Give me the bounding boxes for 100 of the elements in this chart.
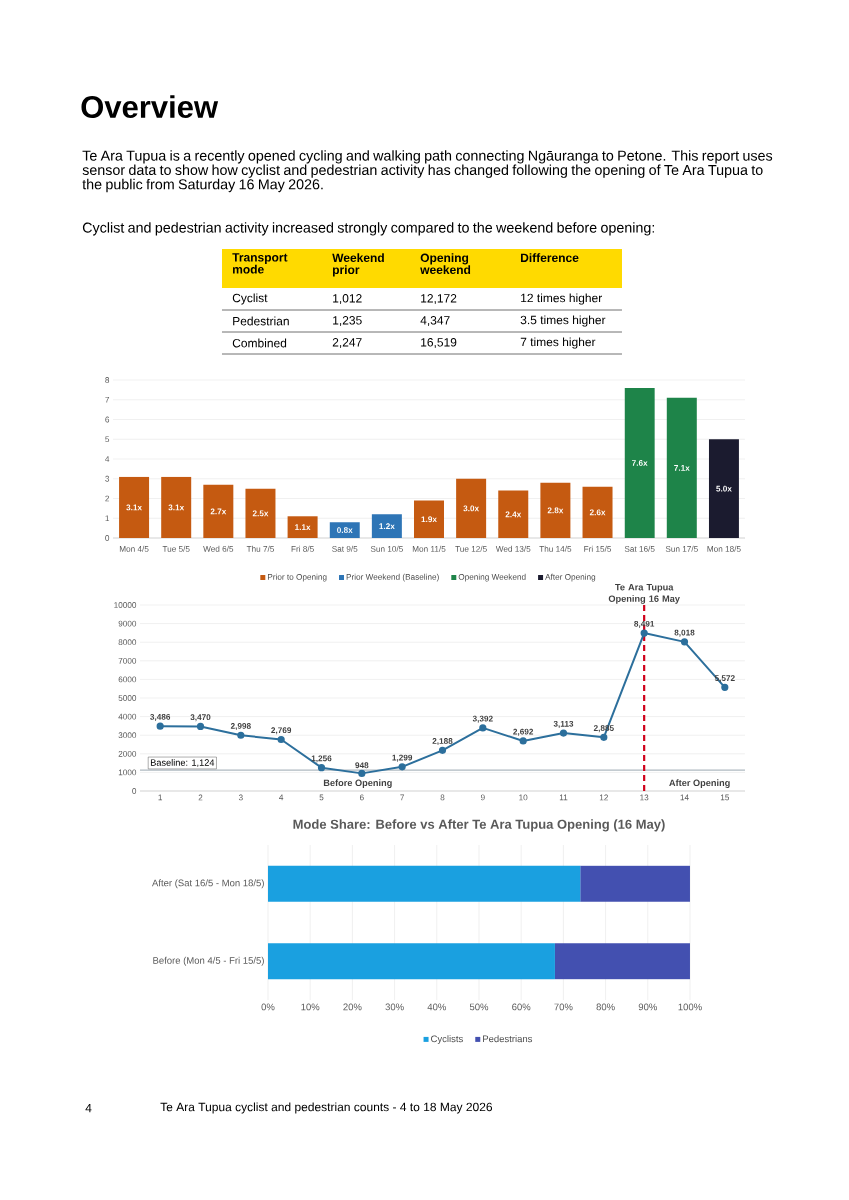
text: 1,012 — [333, 294, 362, 304]
y-tick-label: 3 — [105, 475, 110, 482]
x-tick-label: 50% — [469, 1003, 489, 1011]
x-tick-label: 9 — [480, 794, 485, 801]
x-tick-label: 60% — [512, 1003, 531, 1011]
data-label: 2,769 — [271, 727, 292, 735]
x-tick-label: Sat 16/5 — [624, 545, 655, 552]
data-label: 3,470 — [190, 714, 211, 722]
x-tick-label: 100% — [678, 1003, 702, 1011]
x-tick-label: 15 — [720, 794, 730, 801]
annotation: After Opening — [669, 779, 730, 788]
y-tick-label: 5 — [105, 436, 110, 443]
data-label: 3.1x — [126, 504, 142, 511]
data-label: 2.6x — [589, 509, 606, 516]
data-label: 2,998 — [230, 723, 251, 731]
text: Te Ara Tupua cyclist and pedestrian counts - 4 to 18 May 2026 — [160, 1102, 493, 1114]
y-tick-label: 4 — [105, 456, 110, 462]
x-tick-label: Tue 5/5 — [162, 545, 190, 552]
x-tick-label: Thu 7/5 — [246, 545, 275, 552]
x-tick-label: 80% — [596, 1003, 615, 1011]
x-tick-label: 6 — [359, 794, 364, 801]
data-label: 8,491 — [634, 620, 655, 628]
x-tick-label: Sat 9/5 — [332, 545, 358, 552]
x-tick-label: 10 — [519, 794, 528, 801]
data-label: 2.5x — [252, 510, 269, 517]
x-tick-label: 10% — [301, 1003, 320, 1011]
data-label: 1.9x — [421, 516, 437, 523]
x-tick-label: Mon 18/5 — [707, 545, 741, 552]
bar — [580, 865, 690, 902]
annotation: Before Opening — [323, 779, 392, 788]
ref-line-label: Baseline: 1,124 — [150, 759, 215, 767]
text: Opening weekend — [420, 253, 471, 275]
y-tick-label: 1000 — [118, 769, 137, 776]
text: 1,235 — [333, 316, 362, 326]
y-tick-label: After (Sat 16/5 - Mon 18/5) — [152, 879, 264, 889]
text: Te Ara Tupua is a recently opened cycling and walking path connecting Ngāuranga to Petone. This report uses sensor data to show how cyclist and pedestrian activity has changed following the opening of Te Ara Tupua to the public from Saturday 16 May 2026. — [82, 150, 773, 193]
legend-label: Cyclists — [431, 1035, 463, 1045]
data-label: 1.2x — [379, 523, 395, 530]
y-tick-label: 2000 — [118, 750, 137, 757]
legend-label: Pedestrians — [483, 1035, 533, 1043]
point — [600, 733, 608, 741]
data-label: 2,188 — [432, 738, 453, 746]
y-tick-label: 8000 — [118, 639, 137, 646]
text: 4,347 — [420, 316, 450, 326]
text: 7 times higher — [520, 337, 596, 349]
x-tick-label: Mon 11/5 — [412, 545, 446, 552]
x-tick-label: 0% — [261, 1003, 275, 1011]
x-tick-label: Wed 6/5 — [203, 545, 234, 552]
x-tick-label: 8 — [440, 794, 445, 801]
bar — [329, 522, 360, 539]
x-tick-label: 70% — [554, 1003, 573, 1011]
data-label: 2.4x — [505, 511, 522, 518]
bar — [666, 397, 697, 539]
x-tick-label: 4 — [279, 794, 284, 801]
point — [479, 724, 487, 732]
bar — [268, 943, 555, 980]
y-tick-label: 1 — [105, 515, 110, 522]
y-tick-label: 7000 — [118, 657, 137, 664]
data-label: 2,692 — [513, 728, 534, 736]
data-label: 1,299 — [392, 754, 413, 762]
text: Combined — [232, 338, 287, 348]
x-tick-label: Thu 14/5 — [539, 545, 572, 552]
bar — [582, 486, 613, 539]
legend-label: Prior Weekend (Baseline) — [346, 573, 439, 582]
legend-label: Opening Weekend — [458, 573, 526, 582]
y-tick-label: Before (Mon 4/5 - Fri 15/5) — [153, 956, 264, 966]
x-tick-label: Fri 15/5 — [584, 545, 612, 552]
text: Transport mode — [232, 253, 288, 274]
x-tick-label: 3 — [238, 794, 243, 801]
x-tick-label: 5 — [319, 794, 324, 801]
bar — [371, 514, 402, 539]
bar — [119, 476, 150, 539]
y-tick-label: 2 — [105, 495, 110, 502]
point — [640, 629, 648, 637]
y-tick-label: 0 — [132, 788, 137, 794]
text: Pedestrian — [233, 316, 289, 326]
bar — [268, 865, 581, 902]
ref-line-label: Te Ara Tupua Opening 16 May — [608, 584, 680, 604]
bar — [498, 490, 529, 539]
x-tick-label: Sun 17/5 — [665, 545, 698, 552]
data-label: 0.8x — [337, 527, 353, 534]
data-label: 3.1x — [168, 504, 185, 511]
y-tick-label: 10000 — [114, 602, 137, 608]
y-tick-label: 8 — [105, 377, 110, 383]
bar — [414, 500, 444, 539]
bar — [554, 943, 690, 980]
text: 12,172 — [421, 294, 457, 304]
x-tick-label: 40% — [427, 1003, 446, 1011]
x-tick-label: 13 — [640, 794, 649, 801]
x-tick-label: 12 — [599, 794, 608, 801]
data-label: 3,486 — [150, 713, 171, 721]
point — [317, 764, 326, 772]
x-tick-label: Mon 4/5 — [119, 545, 149, 552]
bar — [245, 488, 276, 539]
data-label: 7.1x — [674, 465, 690, 471]
x-tick-label: Wed 13/5 — [495, 545, 531, 552]
point — [237, 731, 245, 739]
legend-label: Prior to Opening — [267, 573, 327, 582]
x-tick-label: 14 — [680, 794, 689, 801]
bar — [287, 516, 318, 539]
